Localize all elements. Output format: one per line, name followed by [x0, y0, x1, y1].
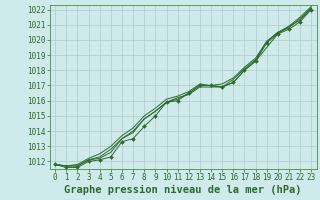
X-axis label: Graphe pression niveau de la mer (hPa): Graphe pression niveau de la mer (hPa) — [64, 185, 302, 195]
